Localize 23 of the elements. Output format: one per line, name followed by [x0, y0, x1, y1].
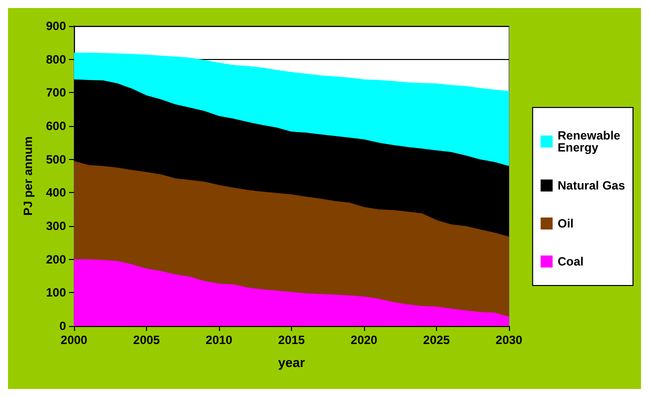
- y-axis-title: PJ per annum: [21, 136, 35, 216]
- y-tick-label: 900: [46, 19, 66, 33]
- x-tick-label: 2000: [60, 333, 88, 347]
- y-tick-label: 700: [46, 86, 66, 100]
- x-tick-label: 2020: [350, 333, 378, 347]
- y-tick-label: 0: [59, 319, 66, 333]
- y-tick-label: 200: [46, 252, 66, 266]
- legend-label: Coal: [558, 254, 584, 268]
- y-tick-label: 400: [46, 186, 66, 200]
- x-tick-label: 2015: [278, 333, 306, 347]
- y-tick-label: 500: [46, 152, 66, 166]
- x-tick-label: 2010: [206, 333, 233, 347]
- legend-label: Natural Gas: [558, 178, 626, 192]
- legend-label: Oil: [558, 216, 574, 230]
- y-tick-label: 100: [46, 286, 66, 300]
- y-tick-label: 600: [46, 119, 66, 133]
- x-tick-label: 2005: [133, 333, 160, 347]
- x-tick-label: 2030: [496, 333, 523, 347]
- legend-label: Renewable Energy: [558, 128, 624, 154]
- y-tick-label: 800: [46, 52, 66, 66]
- x-tick-label: 2025: [423, 333, 450, 347]
- y-tick-label: 300: [46, 219, 66, 233]
- x-axis-title: year: [278, 355, 305, 370]
